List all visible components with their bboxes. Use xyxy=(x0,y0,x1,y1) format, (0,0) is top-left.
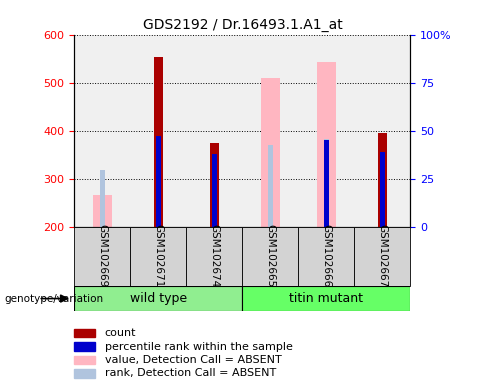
Bar xyxy=(317,62,336,227)
Bar xyxy=(324,140,329,227)
Bar xyxy=(186,227,242,286)
Text: GSM102665: GSM102665 xyxy=(265,223,276,287)
Text: GSM102667: GSM102667 xyxy=(377,223,387,287)
Bar xyxy=(299,227,354,286)
Bar xyxy=(100,170,105,227)
Bar xyxy=(154,57,163,227)
Text: count: count xyxy=(105,328,136,338)
Bar xyxy=(74,286,242,311)
Bar xyxy=(378,133,386,227)
Bar xyxy=(74,329,95,338)
Bar xyxy=(131,227,186,286)
Bar xyxy=(242,227,299,286)
Bar xyxy=(74,356,95,364)
Bar xyxy=(210,142,218,227)
Title: GDS2192 / Dr.16493.1.A1_at: GDS2192 / Dr.16493.1.A1_at xyxy=(143,18,342,32)
Text: value, Detection Call = ABSENT: value, Detection Call = ABSENT xyxy=(105,355,281,365)
Bar xyxy=(74,342,95,351)
Text: GSM102674: GSM102674 xyxy=(209,223,219,287)
Text: wild type: wild type xyxy=(130,292,187,305)
Text: genotype/variation: genotype/variation xyxy=(5,293,104,304)
Text: titin mutant: titin mutant xyxy=(289,292,363,305)
Bar xyxy=(74,227,131,286)
Bar xyxy=(242,286,410,311)
Bar xyxy=(268,145,273,227)
Text: GSM102669: GSM102669 xyxy=(97,223,108,287)
Bar xyxy=(156,136,161,227)
Text: GSM102671: GSM102671 xyxy=(154,223,163,287)
Bar xyxy=(74,369,95,378)
Bar xyxy=(354,227,410,286)
Bar xyxy=(380,152,384,227)
Bar xyxy=(324,139,329,227)
Bar xyxy=(212,154,216,227)
Text: GSM102666: GSM102666 xyxy=(322,223,331,287)
Text: rank, Detection Call = ABSENT: rank, Detection Call = ABSENT xyxy=(105,368,276,379)
Bar xyxy=(93,195,112,227)
Bar xyxy=(261,78,280,227)
Text: percentile rank within the sample: percentile rank within the sample xyxy=(105,341,292,352)
